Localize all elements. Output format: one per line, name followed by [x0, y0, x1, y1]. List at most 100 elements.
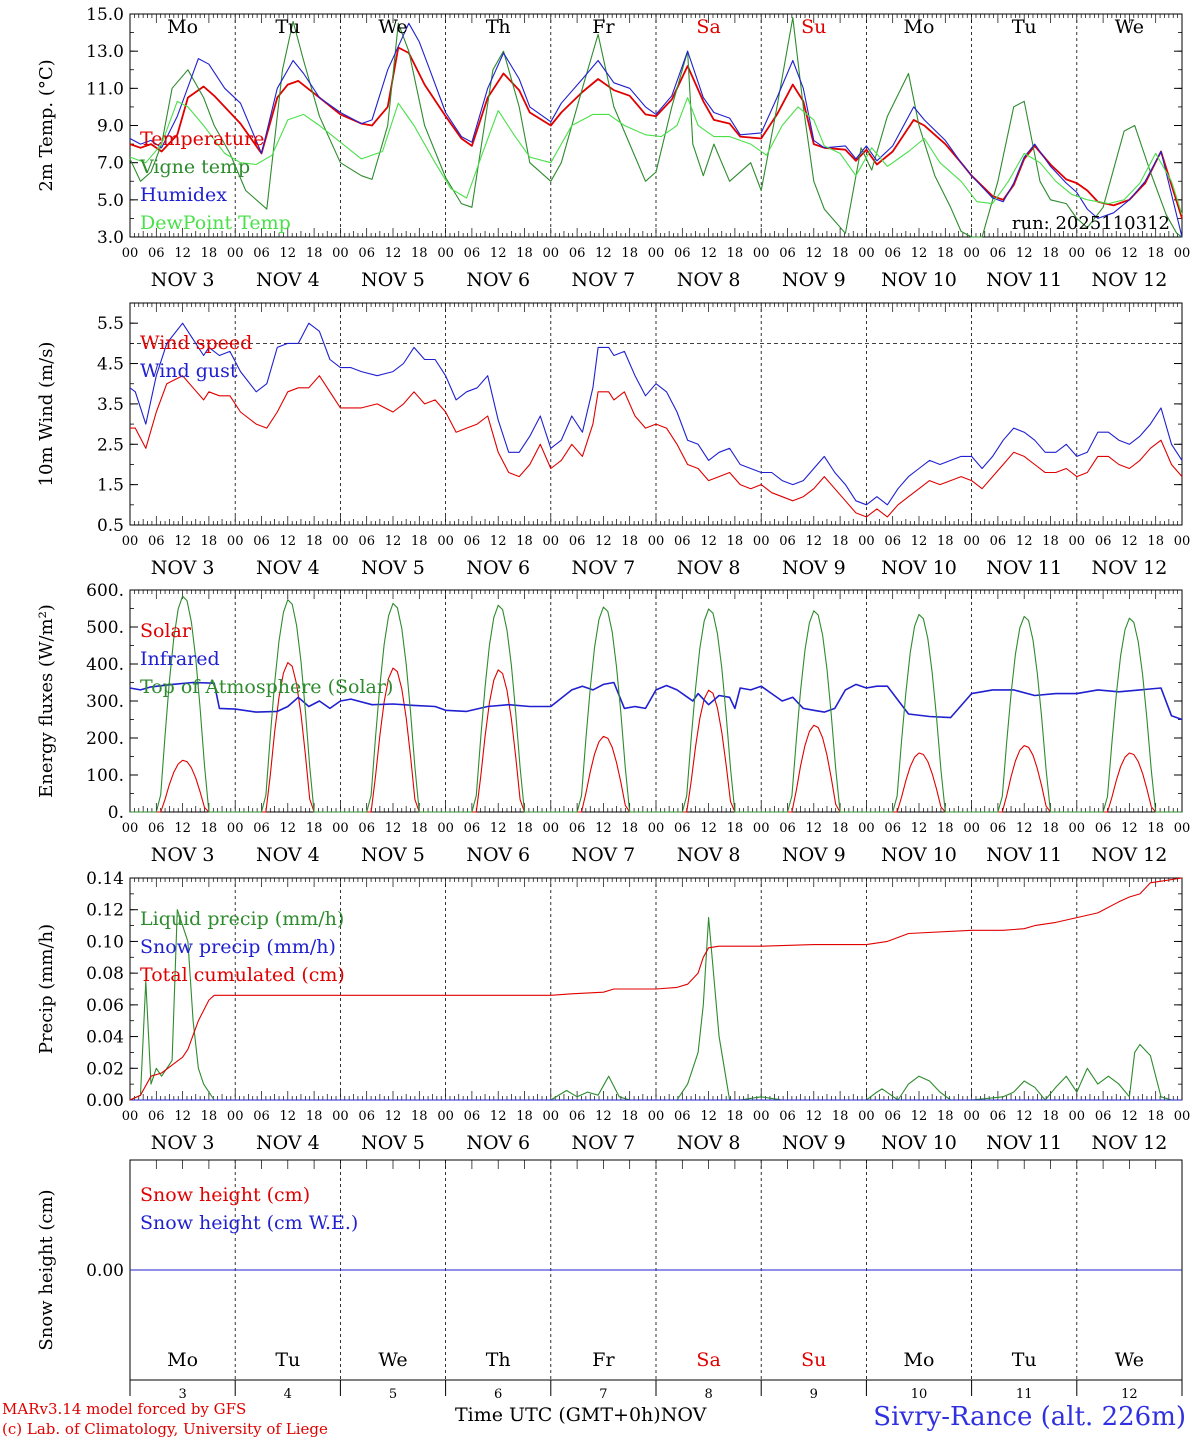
hour-tick-label: 12 [595, 246, 612, 261]
hour-tick-label: 12 [1121, 534, 1138, 549]
y-tick-label: 200. [86, 729, 124, 749]
hour-tick-label: 18 [306, 1109, 323, 1124]
hour-tick-label: 06 [674, 534, 691, 549]
hour-tick-label: 18 [1042, 1109, 1059, 1124]
hour-tick-label: 12 [1121, 821, 1138, 836]
series-line-temperature [129, 46, 1183, 219]
date-label: NOV 6 [466, 844, 530, 866]
legend-entry: Snow height (cm) [140, 1184, 310, 1206]
date-label: NOV 7 [572, 269, 636, 291]
day-number-label: 4 [284, 1387, 292, 1400]
hour-tick-label: 18 [411, 1109, 428, 1124]
hour-tick-label: 06 [358, 1109, 375, 1124]
hour-tick-label: 12 [700, 246, 717, 261]
hour-tick-label: 00 [858, 534, 875, 549]
hour-tick-label: 06 [464, 1109, 481, 1124]
hour-tick-label: 00 [1069, 1109, 1086, 1124]
y-tick-label: 2.5 [97, 435, 124, 455]
date-label: NOV 8 [677, 557, 741, 579]
series-line-total-cumulated-cm- [129, 877, 1183, 1101]
panel-wind: 0.5 1.5 2.5 3.5 4.5 5.5 10m Wind (m/s) Wind spe… [36, 302, 1190, 579]
day-number-label: 12 [1121, 1387, 1138, 1400]
hour-tick-label: 12 [174, 246, 191, 261]
hour-tick-label: 00 [753, 821, 770, 836]
legend-entry: Top of Atmosphere (Solar) [140, 676, 393, 698]
hour-tick-label: 18 [937, 534, 954, 549]
date-label: NOV 3 [151, 1132, 215, 1154]
hour-tick-label: 00 [963, 1109, 980, 1124]
hour-tick-label: 18 [937, 1109, 954, 1124]
weekday-label: Mo [904, 16, 935, 38]
y-axis-label: 10m Wind (m/s) [36, 342, 57, 487]
hour-tick-label: 06 [884, 534, 901, 549]
hour-tick-label: 00 [1069, 821, 1086, 836]
weekday-label: Su [801, 16, 826, 38]
hour-tick-label: 06 [253, 821, 270, 836]
date-label: NOV 5 [361, 844, 425, 866]
date-label: NOV 9 [782, 557, 846, 579]
hour-tick-label: 18 [516, 821, 533, 836]
hour-tick-label: 12 [280, 246, 297, 261]
hour-tick-label: 18 [1147, 534, 1164, 549]
hour-tick-label: 06 [148, 1109, 165, 1124]
hour-tick-label: 06 [990, 246, 1007, 261]
hour-tick-label: 06 [884, 1109, 901, 1124]
legend-entry: DewPoint Temp [140, 212, 291, 234]
weekday-label-bottom: Th [486, 1349, 511, 1371]
hour-tick-label: 06 [569, 246, 586, 261]
hour-tick-label: 06 [464, 246, 481, 261]
hour-tick-label: 06 [1095, 246, 1112, 261]
hour-tick-label: 00 [753, 1109, 770, 1124]
date-label: NOV 3 [151, 269, 215, 291]
hour-tick-label: 18 [832, 1109, 849, 1124]
weekday-label-bottom: Mo [904, 1349, 935, 1371]
hour-tick-label: 18 [832, 534, 849, 549]
y-tick-label: 0.12 [86, 901, 124, 921]
series-line-wind-gust [129, 322, 1183, 506]
legend-entry: Total cumulated (cm) [140, 964, 345, 986]
hour-tick-label: 00 [648, 821, 665, 836]
date-label: NOV 6 [466, 557, 530, 579]
hour-tick-label: 00 [437, 534, 454, 549]
hour-tick-label: 12 [806, 821, 823, 836]
date-label: NOV 10 [881, 269, 957, 291]
y-tick-label: 0.5 [97, 516, 124, 536]
weekday-label: We [1115, 16, 1144, 38]
date-label: NOV 8 [677, 269, 741, 291]
hour-tick-label: 06 [358, 246, 375, 261]
hour-tick-label: 06 [1095, 1109, 1112, 1124]
day-number-label: 7 [599, 1387, 607, 1400]
hour-tick-label: 06 [253, 246, 270, 261]
hour-tick-label: 00 [1174, 1109, 1191, 1124]
hour-tick-label: 12 [174, 534, 191, 549]
hour-tick-label: 18 [1042, 534, 1059, 549]
hour-tick-label: 06 [464, 821, 481, 836]
hour-tick-label: 06 [1095, 534, 1112, 549]
hour-tick-label: 00 [227, 534, 244, 549]
hour-tick-label: 18 [727, 534, 744, 549]
hour-tick-label: 06 [569, 821, 586, 836]
y-tick-label: 0.00 [86, 1091, 124, 1111]
hour-tick-label: 00 [543, 534, 560, 549]
y-tick-label: 5.0 [97, 191, 124, 211]
date-label: NOV 7 [572, 557, 636, 579]
hour-tick-label: 18 [621, 821, 638, 836]
hour-tick-label: 06 [358, 821, 375, 836]
hour-tick-label: 00 [648, 534, 665, 549]
date-label: NOV 11 [986, 1132, 1062, 1154]
hour-tick-label: 12 [174, 1109, 191, 1124]
hour-tick-label: 18 [937, 246, 954, 261]
hour-tick-label: 12 [1121, 1109, 1138, 1124]
weekday-label-bottom: Su [801, 1349, 826, 1371]
y-tick-label: 3.5 [97, 395, 124, 415]
hour-tick-label: 00 [122, 1109, 139, 1124]
hour-tick-label: 00 [858, 1109, 875, 1124]
hour-tick-label: 12 [806, 1109, 823, 1124]
y-tick-label: 7.0 [97, 154, 124, 174]
lab-credit: (c) Lab. of Climatology, University of L… [2, 1420, 328, 1438]
hour-tick-label: 12 [385, 534, 402, 549]
weekday-label: Tu [1012, 16, 1037, 38]
hour-tick-label: 00 [332, 246, 349, 261]
y-tick-label: 0.06 [86, 996, 124, 1016]
hour-tick-label: 06 [990, 821, 1007, 836]
